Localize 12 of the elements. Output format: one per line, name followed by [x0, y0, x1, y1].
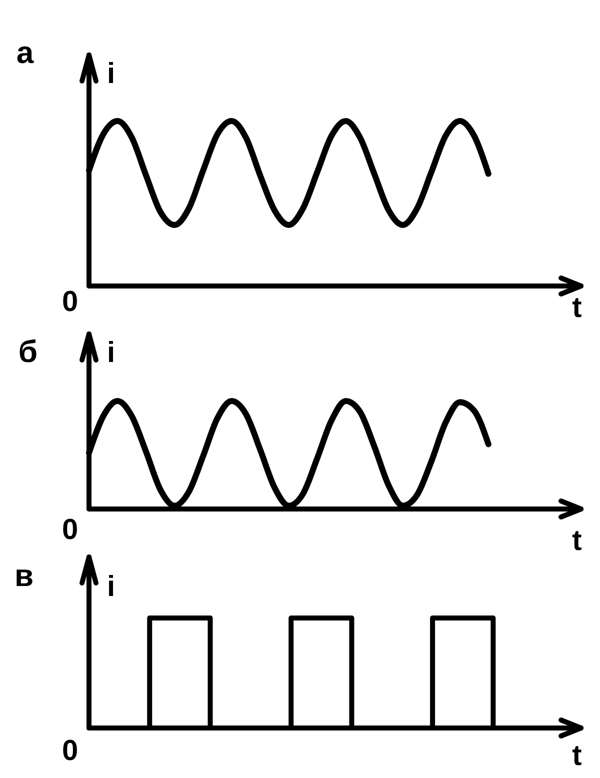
- text: 0: [62, 735, 78, 767]
- chart-title: а: [16, 35, 34, 70]
- text: 0: [62, 286, 78, 318]
- chart-title: в: [14, 558, 34, 593]
- x-axis-title: t: [572, 292, 582, 324]
- text: 0: [62, 514, 78, 546]
- y-axis-title: i: [106, 58, 116, 90]
- x-axis-title: t: [572, 525, 582, 557]
- y-axis-title: i: [106, 571, 116, 603]
- x-axis-title: t: [572, 740, 582, 772]
- chart-title: б: [18, 334, 38, 369]
- y-axis-title: i: [106, 337, 116, 369]
